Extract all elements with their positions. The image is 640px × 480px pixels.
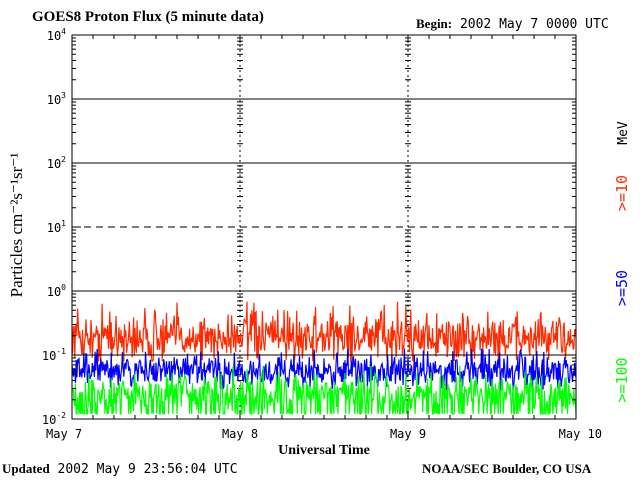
credit-text: NOAA/SEC Boulder, CO USA <box>422 461 592 476</box>
begin-info: Begin: 2002 May 7 0000 UTC <box>416 17 609 31</box>
legend-entry: >=50 <box>613 270 631 306</box>
x-tick-label: May 7 <box>46 427 82 441</box>
x-tick-labels: May 7 May 8 May 9 May 10 <box>46 427 602 441</box>
begin-label: Begin: <box>416 16 453 31</box>
x-axis-label: Universal Time <box>278 443 370 458</box>
x-tick-label: May 10 <box>559 427 602 441</box>
y-tick-label: 103 <box>47 91 66 107</box>
series-line <box>71 365 577 415</box>
y-tick-label: 10-2 <box>42 411 66 427</box>
y-tick-label: 100 <box>47 283 66 299</box>
chart-title: GOES8 Proton Flux (5 minute data) <box>32 9 264 25</box>
updated-info: Updated 2002 May 9 23:56:04 UTC <box>2 462 238 476</box>
legend-unit-label: MeV <box>616 121 631 145</box>
y-tick-label: 102 <box>47 155 66 171</box>
updated-label: Updated <box>2 461 50 476</box>
y-axis-label: Particles cm⁻²s⁻¹sr⁻¹ <box>7 153 26 298</box>
legend-entry: >=100 <box>613 357 631 402</box>
updated-value: 2002 May 9 23:56:04 UTC <box>57 462 238 477</box>
y-tick-labels: 104 103 102 101 100 10-1 10-2 <box>42 27 66 427</box>
y-tick-label: 104 <box>47 27 66 43</box>
legend-entry: >=10 <box>613 175 631 211</box>
legend: MeV >=10 >=50 >=100 <box>613 121 631 402</box>
frame-layer <box>71 34 577 420</box>
x-tick-label: May 9 <box>390 427 426 441</box>
begin-value: 2002 May 7 0000 UTC <box>459 17 609 32</box>
y-tick-label: 10-1 <box>42 347 66 363</box>
series-line <box>71 301 577 363</box>
y-tick-label: 101 <box>47 219 66 235</box>
x-tick-label: May 8 <box>222 427 258 441</box>
series-layer <box>71 301 577 415</box>
